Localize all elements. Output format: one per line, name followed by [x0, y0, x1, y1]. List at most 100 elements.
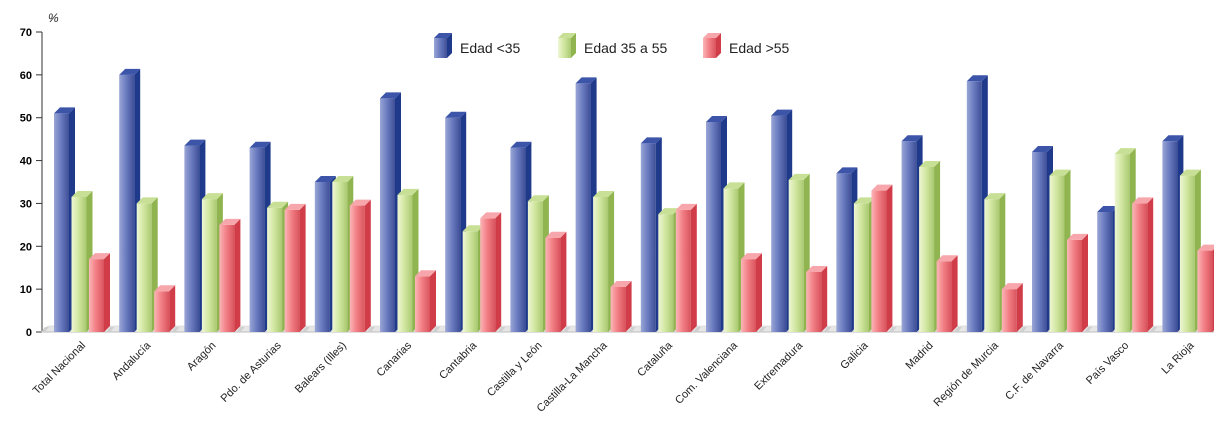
- bar-side: [560, 231, 567, 332]
- bar: [136, 197, 158, 332]
- bar: [936, 255, 958, 332]
- floor-marker: [236, 327, 245, 332]
- floor-marker: [1019, 327, 1027, 332]
- y-tick-label: 40: [20, 156, 32, 168]
- bar-top: [658, 208, 680, 215]
- bar-top: [462, 225, 484, 232]
- bar: [593, 191, 615, 332]
- bar-side: [821, 266, 828, 332]
- bar-top: [853, 197, 875, 204]
- x-category-label: Canarias: [375, 339, 415, 379]
- bar-top: [1132, 197, 1154, 204]
- bar-front: [136, 203, 152, 332]
- bar: [1001, 283, 1023, 332]
- bar-side: [886, 184, 893, 332]
- bar-front: [54, 113, 69, 332]
- floor-marker: [693, 327, 701, 332]
- bar-side: [234, 218, 241, 332]
- bar-front: [397, 194, 413, 332]
- bar-top: [545, 231, 567, 238]
- bar-front: [71, 197, 87, 332]
- bar: [806, 266, 828, 332]
- legend-item: Edad <35: [434, 33, 521, 58]
- bar-top: [380, 92, 401, 99]
- bar-side: [625, 281, 632, 332]
- bar-top: [397, 188, 419, 195]
- bar-front: [1001, 289, 1017, 332]
- bar-side: [495, 212, 502, 332]
- bar-top: [510, 141, 532, 148]
- bar-side: [756, 253, 762, 332]
- bar: [871, 184, 893, 332]
- bar-front: [1114, 154, 1130, 332]
- bar: [575, 77, 597, 332]
- bar: [741, 253, 762, 332]
- bar-front: [462, 231, 478, 332]
- bar-top: [1097, 206, 1119, 212]
- bar-front: [154, 291, 170, 332]
- bar-top: [575, 77, 597, 84]
- bar-front: [527, 201, 543, 332]
- bar-front: [675, 209, 691, 332]
- floor-marker: [1084, 327, 1093, 332]
- x-category-label: Castilla y León: [485, 340, 545, 400]
- bar-top: [527, 195, 549, 202]
- bar-top: [314, 176, 336, 182]
- floor-marker: [562, 327, 571, 332]
- bar-front: [1097, 212, 1113, 332]
- bar-top: [593, 191, 615, 197]
- bar-side: [169, 285, 176, 332]
- bar-top: [706, 116, 727, 122]
- bar-side: [1016, 283, 1023, 332]
- y-tick-label: 60: [20, 70, 32, 82]
- bar-front: [545, 237, 561, 332]
- floor-marker: [1149, 327, 1158, 332]
- bar-top: [415, 270, 436, 277]
- floor-marker: [432, 327, 441, 332]
- bar-top: [640, 137, 662, 144]
- x-category-label: Castilla-La Mancha: [535, 339, 611, 415]
- bar-front: [201, 199, 217, 332]
- x-category-label: Galicia: [838, 339, 871, 372]
- bar-front: [806, 272, 822, 332]
- bar-front: [1197, 250, 1213, 332]
- bar-top: [1162, 135, 1184, 142]
- bar: [610, 281, 632, 332]
- legend-item: Edad 35 a 55: [558, 33, 668, 58]
- legend-swatch: [558, 33, 576, 58]
- bar-top: [675, 203, 697, 210]
- bar-side: [104, 253, 110, 332]
- x-category-label: País Vasco: [1084, 340, 1131, 387]
- bar-top: [984, 193, 1006, 200]
- bar-side: [430, 270, 436, 332]
- bar-front: [1162, 141, 1178, 332]
- bar-top: [788, 173, 810, 180]
- x-category-label: Aragón: [185, 340, 219, 374]
- legend-swatch: [703, 33, 721, 58]
- bars-layer: [41, 68, 1214, 333]
- x-category-label: Cantabria: [437, 339, 480, 382]
- bar-front: [836, 173, 852, 332]
- y-axis-unit-label: %: [48, 11, 59, 25]
- bar-front: [575, 83, 591, 332]
- bar-top: [119, 68, 141, 75]
- legend-item: Edad >55: [703, 33, 790, 58]
- x-category-label: Andalucía: [110, 339, 154, 383]
- floor-marker: [627, 327, 636, 332]
- bar-front: [771, 115, 787, 332]
- y-tick-label: 30: [20, 198, 32, 210]
- bar-top: [1197, 244, 1214, 251]
- x-category-label: Total Nacional: [31, 340, 88, 397]
- bar-front: [314, 182, 330, 332]
- bar-front: [510, 147, 526, 332]
- bar-top: [1067, 233, 1088, 240]
- legend-swatch: [434, 33, 452, 58]
- bar-top: [901, 135, 923, 142]
- y-tick-label: 20: [20, 241, 32, 253]
- floor-marker: [823, 327, 832, 332]
- x-category-label: Madrid: [903, 340, 935, 372]
- bar-side: [1082, 233, 1088, 332]
- bar-front: [966, 81, 982, 333]
- bar-front: [219, 224, 235, 332]
- bar-front: [610, 287, 626, 332]
